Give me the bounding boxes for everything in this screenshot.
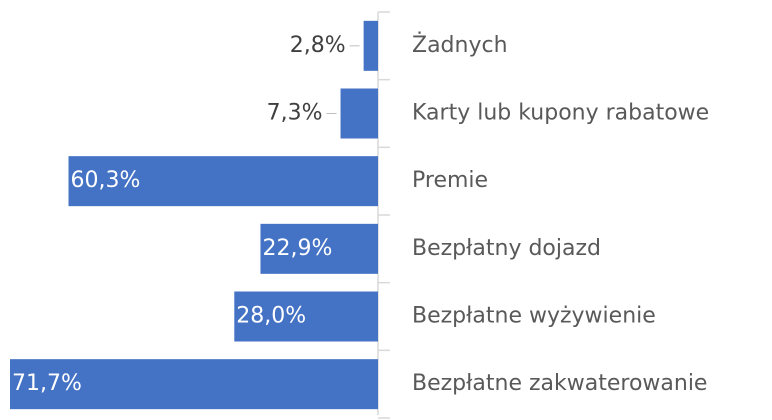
category-label: Bezpłatne zakwaterowanie: [412, 371, 707, 396]
bar: [68, 156, 378, 207]
bar: [340, 88, 378, 139]
value-label: 60,3%: [71, 168, 141, 193]
value-label: 28,0%: [236, 304, 306, 329]
value-label: 22,9%: [262, 236, 332, 261]
bar: [10, 359, 378, 410]
category-label: Bezpłatne wyżywienie: [412, 304, 656, 329]
value-label: 2,8%: [290, 33, 346, 58]
bar: [363, 20, 378, 71]
bar: [234, 291, 378, 342]
value-label: 7,3%: [267, 101, 323, 126]
value-label: 71,7%: [12, 371, 82, 396]
category-label: Żadnych: [412, 32, 508, 58]
bar: [260, 223, 378, 274]
category-label: Bezpłatny dojazd: [412, 236, 601, 261]
category-label: Premie: [412, 168, 488, 193]
category-label: Karty lub kupony rabatowe: [412, 101, 709, 126]
